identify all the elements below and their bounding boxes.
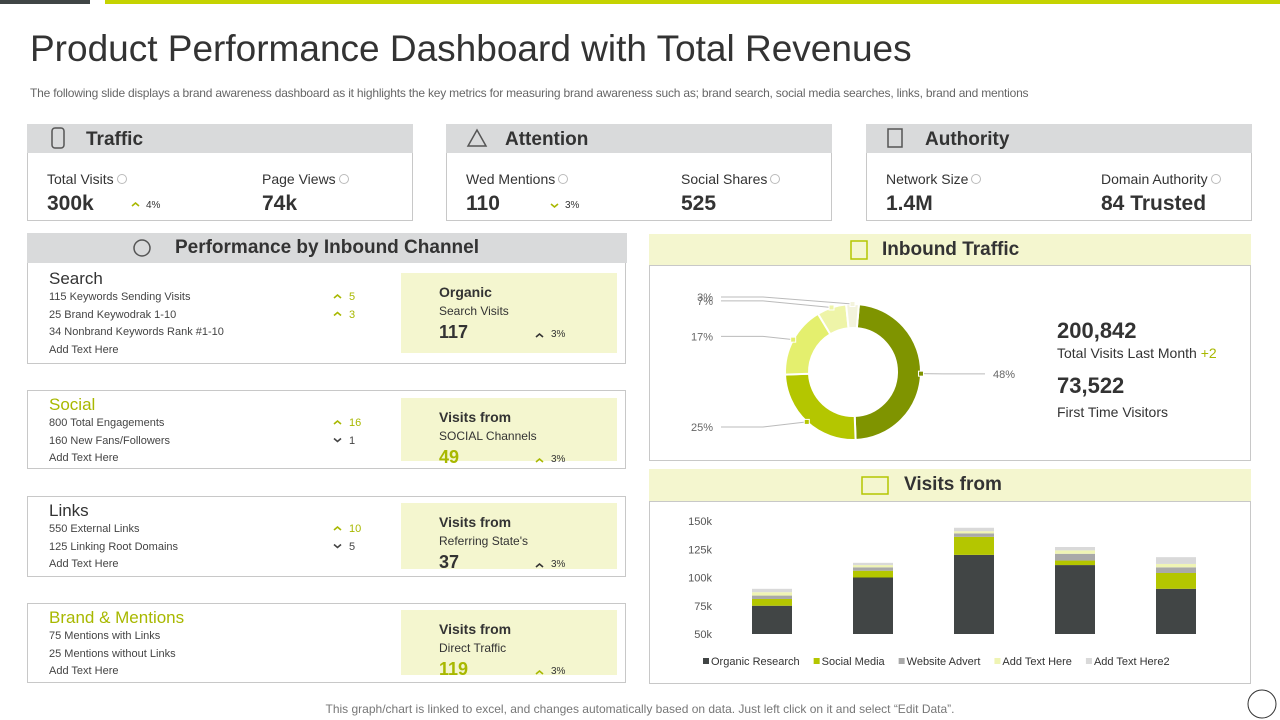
stat-label: Total Visits Last Month +2	[1057, 345, 1217, 361]
channel-line: 800 Total Engagements	[49, 417, 165, 429]
kpi-title: Attention	[505, 129, 589, 150]
box-sub: SOCIAL Channels	[439, 429, 537, 443]
box-label: Visits from	[439, 514, 512, 530]
stat-value: 73,522	[1057, 373, 1125, 398]
kpi-value: 1.4M	[886, 192, 933, 215]
box-value: 37	[439, 552, 460, 572]
box-change: 3%	[551, 454, 566, 465]
kpi-label: Domain Authority	[1101, 171, 1208, 187]
channel-box	[401, 273, 617, 353]
kpi-header	[866, 124, 1252, 153]
channel-change: 5	[349, 291, 356, 303]
channel-line: 34 Nonbrand Keywords Rank #1-10	[49, 326, 224, 338]
kpi-value: 84 Trusted	[1101, 192, 1207, 215]
kpi-title: Authority	[925, 129, 1010, 150]
panel	[649, 265, 1251, 461]
panel	[649, 501, 1251, 684]
channel-line: 115 Keywords Sending Visits	[49, 291, 191, 303]
channel-line: Add Text Here	[49, 343, 119, 356]
page-subtitle: The following slide displays a brand awa…	[30, 86, 1029, 100]
box-change: 3%	[551, 666, 566, 677]
channel-line: 550 External Links	[49, 523, 140, 535]
stat-change: +2	[1200, 345, 1217, 361]
section-header	[27, 233, 627, 263]
footer-note: This graph/chart is linked to excel, and…	[325, 702, 955, 716]
box-sub: Direct Traffic	[439, 641, 507, 655]
channel-card	[27, 263, 626, 364]
kpi-label: Wed Mentions	[466, 171, 556, 187]
stat-label-text: Total Visits Last Month	[1057, 345, 1197, 361]
kpi-value: 110	[466, 192, 500, 215]
channel-line: 25 Brand Keywodrak 1-10	[49, 308, 177, 321]
top-strip-lime	[105, 0, 1280, 4]
channel-line: 25 Mentions without Links	[49, 647, 176, 660]
kpi-header	[446, 124, 832, 153]
kpi-value: 300k	[47, 192, 94, 215]
box-label: Visits from	[439, 409, 512, 425]
kpi-label: Network Size	[886, 171, 969, 187]
channel-line: Add Text Here	[49, 558, 119, 570]
channel-line: 125 Linking Root Domains	[49, 540, 179, 553]
box-sub: Referring State's	[439, 534, 528, 548]
kpi-title: Traffic	[86, 129, 144, 150]
channel-title: Brand & Mentions	[49, 608, 185, 627]
kpi-change: 3%	[565, 200, 580, 211]
channel-change: 1	[349, 434, 356, 447]
box-label: Visits from	[439, 621, 512, 637]
channel-title: Social	[49, 395, 96, 414]
kpi-change: 4%	[146, 200, 161, 211]
channel-card	[27, 390, 626, 469]
section-header	[649, 234, 1251, 265]
channel-line: 75 Mentions with Links	[49, 630, 161, 642]
kpi-value: 74k	[262, 192, 298, 215]
box-change: 3%	[551, 559, 566, 570]
section-title: Inbound Traffic	[882, 239, 1020, 260]
box-sub: Search Visits	[439, 304, 509, 318]
channel-box	[401, 503, 617, 569]
kpi-label: Total Visits	[47, 171, 114, 187]
channel-card	[27, 603, 626, 683]
channel-box	[401, 610, 617, 675]
kpi-label: Page Views	[262, 171, 336, 187]
kpi-header	[27, 124, 413, 153]
channel-title: Search	[49, 269, 103, 288]
channel-box	[401, 398, 617, 461]
box-label: Organic	[439, 284, 492, 300]
section-header	[649, 469, 1251, 501]
box-value: 49	[439, 447, 460, 467]
channel-line: Add Text Here	[49, 452, 119, 464]
kpi-label: Social Shares	[681, 171, 768, 187]
stat-value: 200,842	[1057, 318, 1137, 343]
box-change: 3%	[551, 329, 566, 340]
channel-change: 16	[349, 417, 362, 429]
stat-label: First Time Visitors	[1057, 404, 1168, 420]
section-title: Visits from	[904, 474, 1002, 495]
page-title: Product Performance Dashboard with Total…	[30, 28, 912, 69]
channel-line: 160 New Fans/Followers	[49, 434, 171, 447]
box-value: 117	[439, 322, 469, 342]
top-strip-dark	[0, 0, 90, 4]
channel-title: Links	[49, 501, 89, 520]
box-value: 119	[439, 659, 469, 679]
channel-change: 5	[349, 540, 356, 553]
channel-change: 10	[349, 523, 362, 535]
section-title: Performance by Inbound Channel	[174, 237, 480, 258]
channel-card	[27, 496, 626, 577]
channel-change: 3	[349, 308, 356, 321]
channel-line: Add Text Here	[49, 665, 119, 677]
kpi-value: 525	[681, 192, 717, 215]
